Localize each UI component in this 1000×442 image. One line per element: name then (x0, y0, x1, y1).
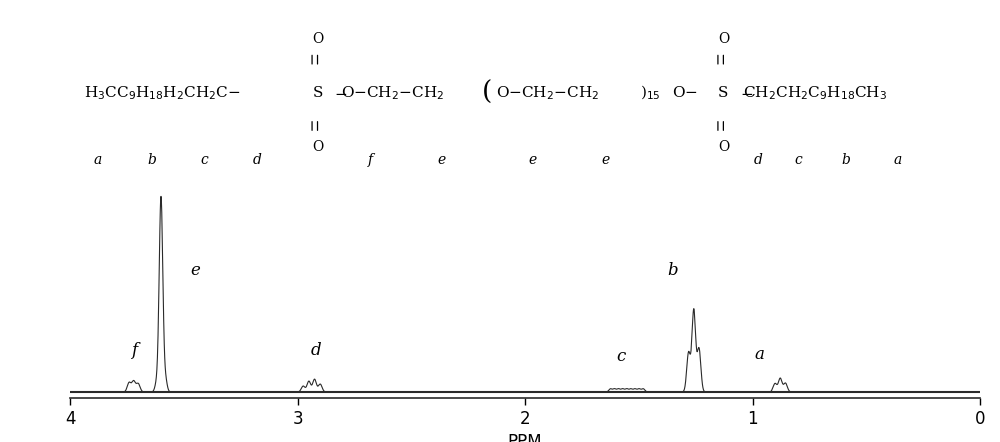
Text: $-$: $-$ (334, 86, 347, 100)
Text: O: O (312, 140, 323, 153)
Text: S: S (312, 86, 323, 100)
Text: e: e (190, 262, 200, 278)
Text: b: b (147, 153, 156, 167)
Text: e: e (601, 153, 609, 167)
Text: O: O (718, 32, 729, 46)
Text: c: c (616, 348, 625, 365)
Text: O: O (718, 140, 729, 153)
Text: (: ( (482, 80, 492, 105)
Text: c: c (201, 153, 209, 167)
Text: b: b (668, 262, 678, 278)
Text: )$_{15}$: )$_{15}$ (640, 84, 660, 102)
Text: H$_3$CC$_9$H$_{18}$H$_2$CH$_2$C$-$: H$_3$CC$_9$H$_{18}$H$_2$CH$_2$C$-$ (84, 84, 240, 102)
Text: O: O (312, 32, 323, 46)
Text: e: e (437, 153, 445, 167)
Text: S: S (718, 86, 729, 100)
Text: d: d (253, 153, 262, 167)
Text: $-$: $-$ (740, 86, 753, 100)
Text: d: d (310, 342, 321, 359)
Text: f: f (368, 153, 373, 167)
Text: O$-$CH$_2$$-$CH$_2$: O$-$CH$_2$$-$CH$_2$ (341, 84, 444, 102)
Text: f: f (131, 342, 137, 359)
X-axis label: PPM: PPM (508, 433, 542, 442)
Text: CH$_2$CH$_2$C$_9$H$_{18}$CH$_3$: CH$_2$CH$_2$C$_9$H$_{18}$CH$_3$ (743, 84, 888, 102)
Text: e: e (528, 153, 536, 167)
Text: O$-$CH$_2$$-$CH$_2$: O$-$CH$_2$$-$CH$_2$ (496, 84, 599, 102)
Text: b: b (842, 153, 851, 167)
Text: a: a (93, 153, 101, 167)
Text: O$-$: O$-$ (672, 85, 698, 100)
Text: a: a (754, 346, 764, 363)
Text: a: a (894, 153, 902, 167)
Text: c: c (794, 153, 802, 167)
Text: d: d (754, 153, 762, 167)
